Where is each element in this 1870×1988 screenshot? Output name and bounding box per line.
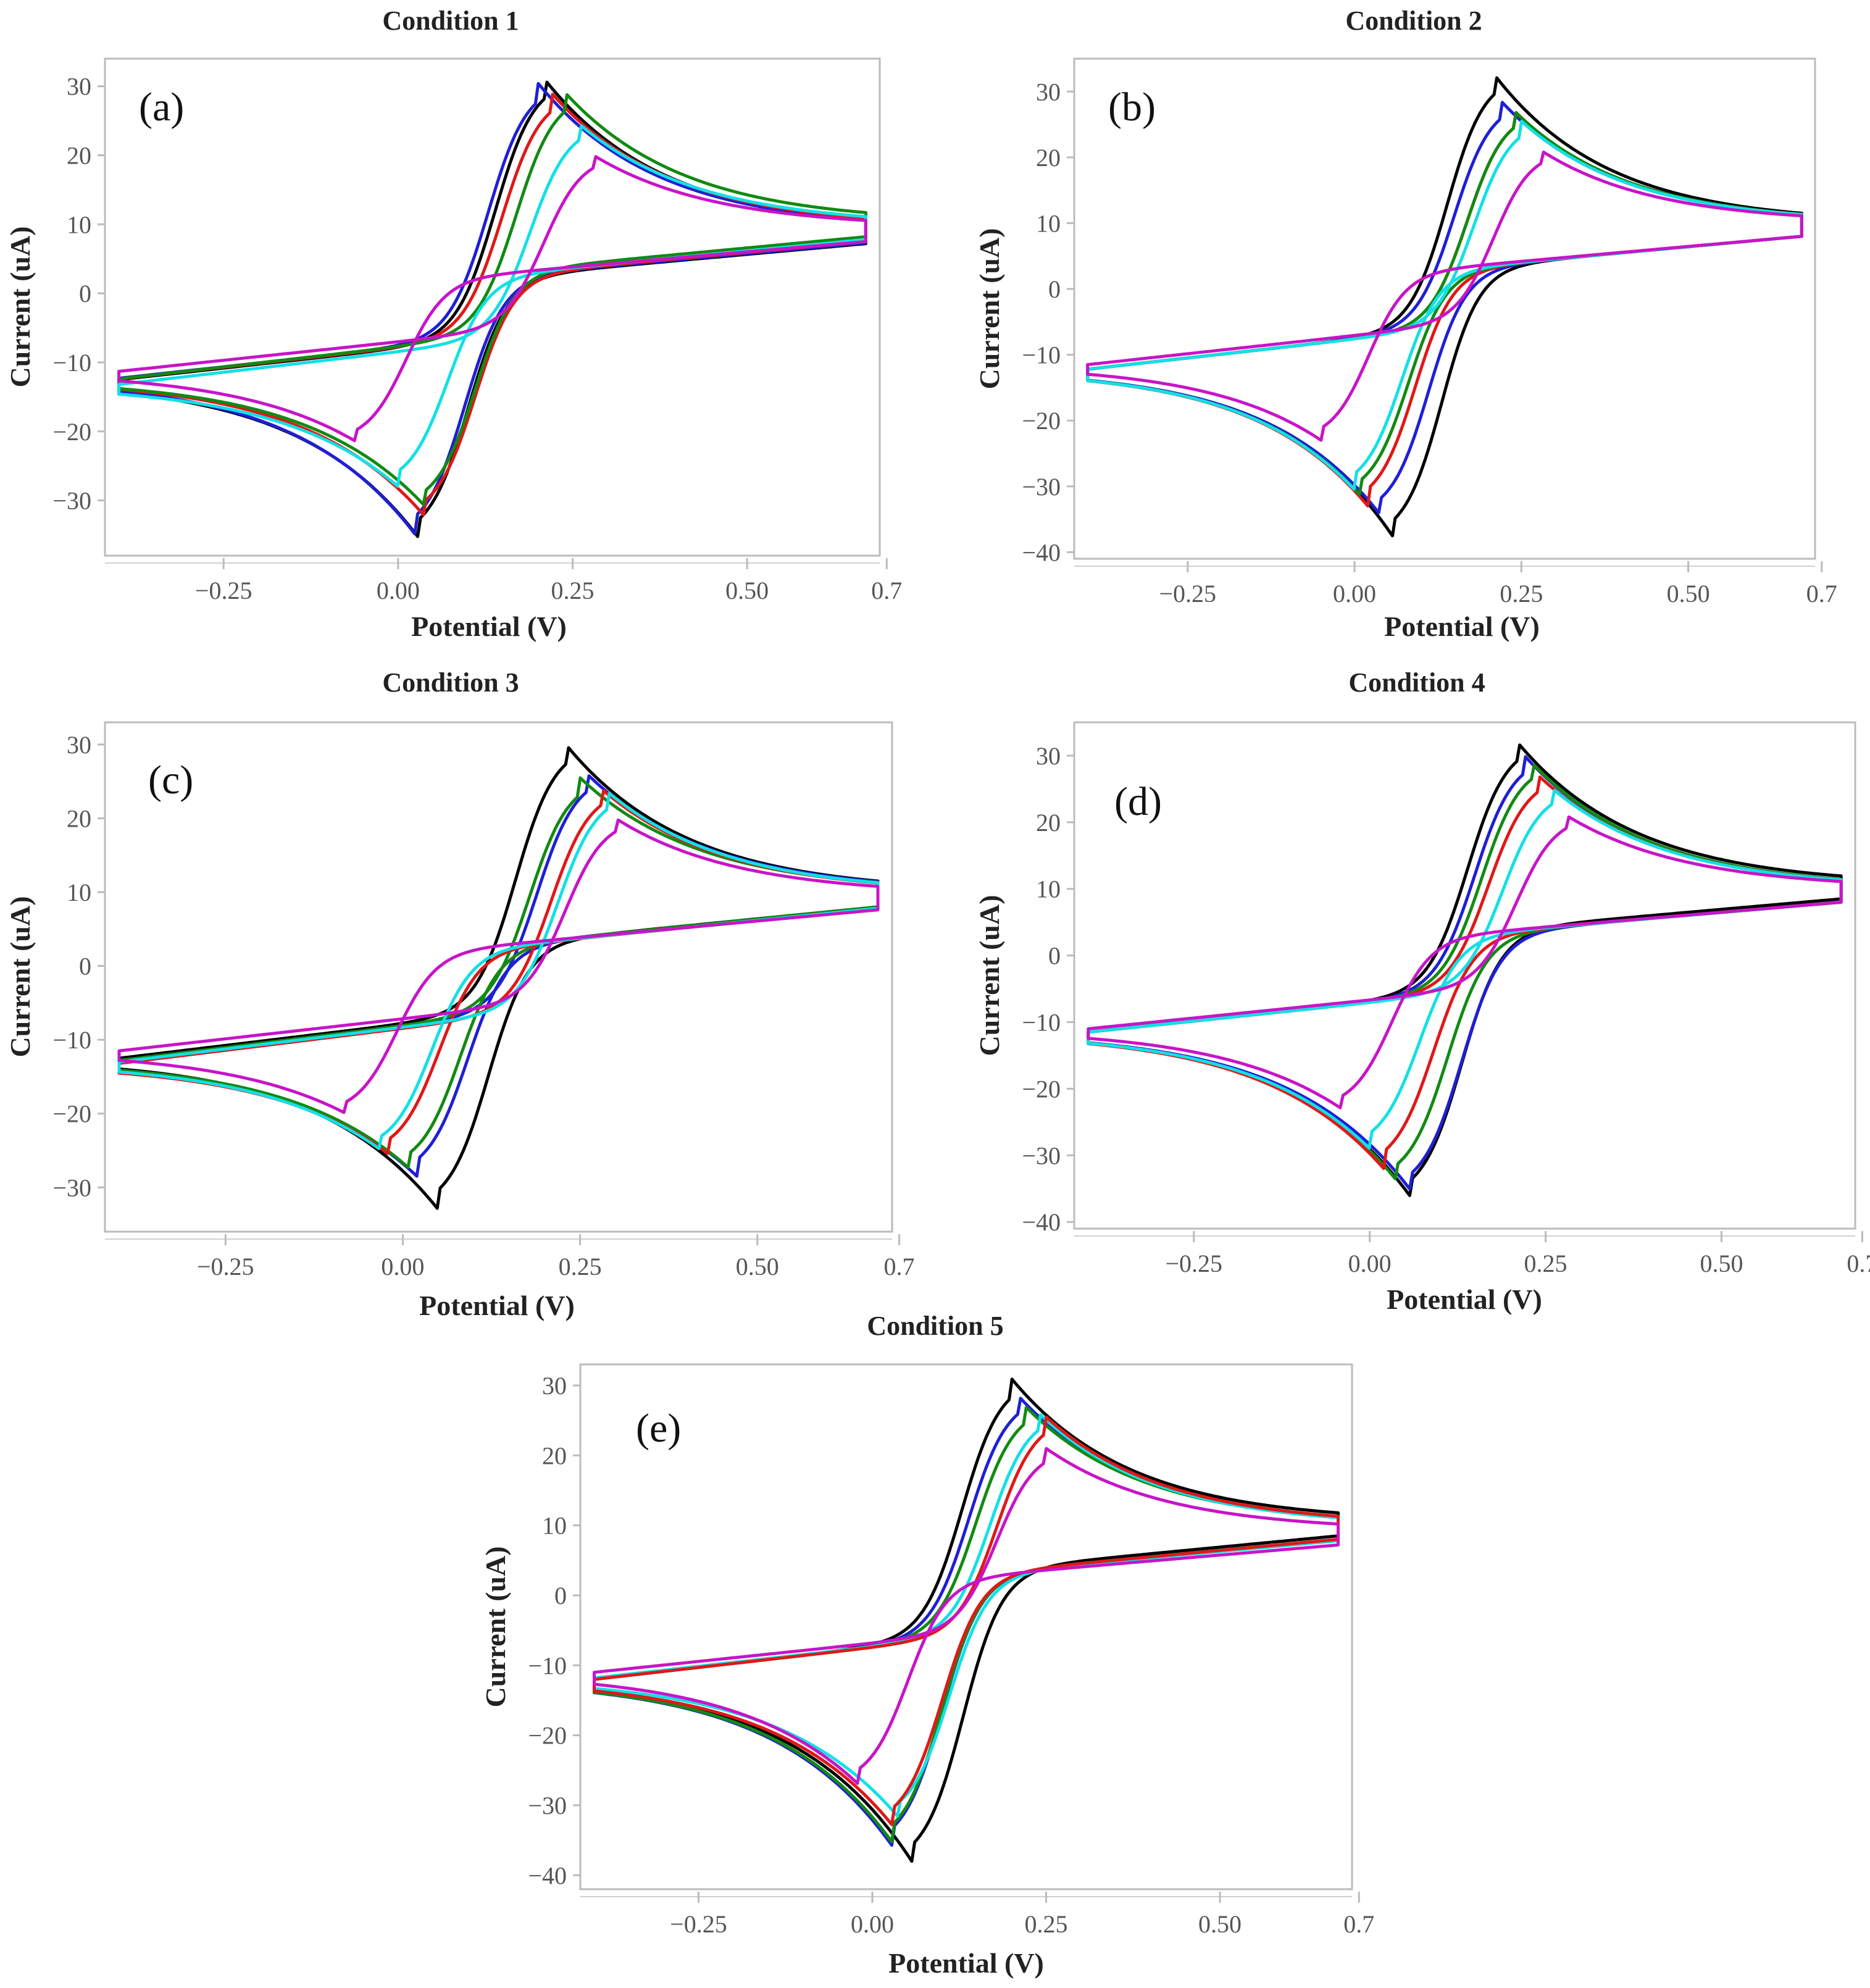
- x-axis-label: Potential (V): [411, 611, 567, 642]
- x-tick-label: 0.00: [1348, 1250, 1392, 1277]
- y-axis-label: Current (uA): [4, 896, 36, 1057]
- y-tick-label: 10: [542, 1512, 567, 1540]
- plot-frame: [104, 721, 893, 1233]
- plot-frame: [104, 57, 881, 557]
- y-axis-label: Current (uA): [480, 1546, 511, 1707]
- y-tick-label: −10: [528, 1652, 567, 1679]
- plot-frame: [1073, 721, 1856, 1230]
- y-tick-label: 30: [67, 73, 91, 101]
- x-tick-label: 0.50: [1198, 1910, 1242, 1938]
- y-axis-label: Current (uA): [974, 895, 1005, 1056]
- plot-frame: [1073, 57, 1816, 560]
- x-tick-label: 0.25: [559, 1253, 602, 1280]
- y-tick-label: −20: [1022, 1075, 1061, 1103]
- panel-letter: (d): [1114, 779, 1162, 824]
- panel-title: Condition 5: [867, 1311, 1003, 1341]
- panel-letter: (e): [636, 1406, 681, 1451]
- panel-d: Condition 4(d)Potential (V)Current (uA)−…: [974, 667, 1870, 1315]
- y-tick-label: −20: [528, 1722, 567, 1750]
- y-tick-label: 20: [1036, 809, 1061, 837]
- x-tick-label: −0.25: [1165, 1250, 1222, 1277]
- y-tick-label: 0: [1048, 275, 1061, 303]
- x-tick-label: 0.00: [1333, 580, 1376, 608]
- y-tick-label: −30: [52, 487, 91, 515]
- panel-a: Condition 1(a)Potential (V)Current (uA)−…: [4, 6, 902, 642]
- y-tick-label: 0: [1048, 942, 1061, 970]
- y-tick-label: 0: [79, 953, 91, 980]
- cv-curve-magenta: [117, 818, 880, 1114]
- x-tick-label: 0.25: [1500, 580, 1543, 608]
- x-tick-label: 0.25: [1524, 1250, 1567, 1277]
- panel-letter: (b): [1108, 85, 1156, 130]
- x-tick-label: 0.7: [883, 1253, 914, 1280]
- y-tick-label: −20: [1022, 407, 1061, 435]
- y-tick-label: −40: [528, 1861, 567, 1889]
- panel-letter: (c): [148, 758, 193, 803]
- y-tick-label: −40: [1022, 538, 1061, 566]
- x-tick-label: −0.25: [195, 577, 253, 604]
- x-tick-label: −0.25: [1159, 580, 1217, 608]
- y-tick-label: 10: [67, 211, 91, 238]
- panel-c: Condition 3(c)Potential (V)Current (uA)−…: [4, 667, 914, 1321]
- x-tick-label: 0.50: [725, 577, 769, 604]
- y-tick-label: 10: [67, 879, 91, 906]
- x-tick-label: 0.00: [851, 1910, 894, 1938]
- panel-e: Condition 5(e)Potential (V)Current (uA)−…: [480, 1311, 1374, 1979]
- y-tick-label: −10: [52, 1026, 91, 1054]
- y-tick-label: 30: [542, 1372, 567, 1400]
- y-tick-label: −30: [1022, 1142, 1061, 1169]
- x-tick-label: 0.50: [736, 1253, 779, 1280]
- x-tick-label: 0.7: [871, 577, 902, 604]
- panel-b: Condition 2(b)Potential (V)Current (uA)−…: [974, 6, 1837, 642]
- y-tick-label: 0: [79, 280, 91, 307]
- x-tick-label: 0.25: [1025, 1910, 1068, 1938]
- y-tick-label: 20: [67, 804, 91, 832]
- x-tick-label: 0.00: [377, 577, 420, 604]
- y-tick-label: −30: [528, 1792, 567, 1819]
- plot-frame: [579, 1363, 1353, 1890]
- x-tick-label: 0.50: [1700, 1250, 1743, 1277]
- y-tick-label: 10: [1036, 875, 1061, 903]
- panel-title: Condition 2: [1345, 6, 1482, 36]
- x-axis-label: Potential (V): [1384, 611, 1540, 642]
- x-tick-label: 0.00: [381, 1253, 424, 1280]
- x-axis-label: Potential (V): [1387, 1284, 1542, 1315]
- x-tick-label: 0.50: [1667, 580, 1710, 608]
- y-tick-label: −10: [52, 349, 91, 377]
- y-tick-label: 10: [1036, 209, 1061, 237]
- y-tick-label: 30: [67, 731, 91, 759]
- panel-title: Condition 3: [382, 667, 519, 698]
- y-tick-label: 30: [1036, 78, 1061, 106]
- y-tick-label: 20: [542, 1442, 567, 1469]
- x-tick-label: −0.25: [197, 1253, 254, 1280]
- y-tick-label: −30: [1022, 473, 1061, 501]
- y-axis-label: Current (uA): [4, 226, 36, 387]
- x-axis-label: Potential (V): [888, 1947, 1044, 1979]
- y-tick-label: 20: [67, 142, 91, 170]
- cv-curve-magenta: [1087, 815, 1843, 1109]
- x-tick-label: 0.7: [1806, 580, 1837, 608]
- y-tick-label: −30: [52, 1174, 91, 1201]
- x-tick-label: −0.25: [670, 1910, 727, 1938]
- y-tick-label: −20: [52, 418, 91, 446]
- y-axis-label: Current (uA): [974, 228, 1005, 389]
- x-tick-label: 0.25: [551, 577, 595, 604]
- y-tick-label: 20: [1036, 144, 1061, 172]
- cv-curve-magenta: [1086, 150, 1803, 442]
- y-tick-label: 0: [554, 1582, 567, 1610]
- y-tick-label: −20: [52, 1100, 91, 1128]
- x-tick-label: 0.7: [1847, 1250, 1870, 1277]
- y-tick-label: −40: [1022, 1208, 1061, 1236]
- panel-letter: (a): [139, 85, 184, 130]
- cv-curve-magenta: [593, 1447, 1340, 1785]
- x-tick-label: 0.7: [1343, 1910, 1374, 1938]
- y-tick-label: 30: [1036, 742, 1061, 770]
- panel-title: Condition 4: [1348, 667, 1485, 698]
- panel-title: Condition 1: [382, 6, 519, 36]
- y-tick-label: −10: [1022, 1009, 1061, 1037]
- y-tick-label: −10: [1022, 341, 1061, 369]
- x-axis-label: Potential (V): [419, 1290, 575, 1321]
- cv-curve-magenta: [117, 155, 867, 443]
